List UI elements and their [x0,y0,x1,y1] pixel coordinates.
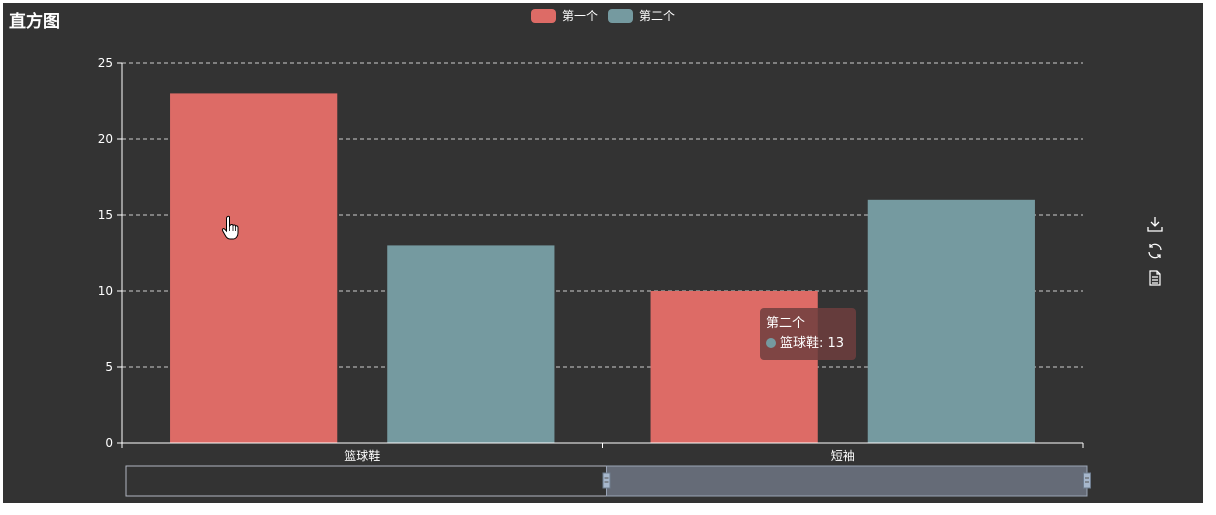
bar [867,199,1035,443]
bars [170,93,1035,444]
download-icon[interactable] [1146,215,1164,233]
legend-label-series-1: 第一个 [562,9,599,23]
tooltip: 第二个 篮球鞋: 13 [760,308,856,360]
tooltip-row: 篮球鞋: 13 [766,334,850,354]
datazoom-end-handle [1083,472,1091,489]
tooltip-marker [766,338,776,348]
datazoom-start-handle [602,472,611,489]
data-view-icon[interactable] [1146,269,1164,287]
legend-item-series-2[interactable]: 第二个 [608,7,675,24]
datazoom-slider[interactable] [125,465,1091,497]
legend: 第一个 第二个 [531,7,675,24]
tooltip-value: 13 [827,336,845,351]
refresh-icon[interactable] [1146,242,1164,260]
chart-container: 直方图 第一个 第二个 0 5 10 15 20 25 篮球鞋 短袖 第二个 篮球鞋: 13 [3,3,1203,503]
y-tick-label: 5 [105,360,113,374]
legend-item-series-1[interactable]: 第一个 [531,7,598,24]
y-tick-label: 20 [98,132,113,146]
hand-cursor-icon [221,215,239,240]
bar [387,245,555,443]
y-tick-label: 25 [98,56,113,70]
bar [170,93,338,444]
x-tick-label: 短袖 [831,448,855,463]
datazoom-window [606,465,1088,497]
tooltip-series-name: 第二个 [766,316,806,331]
x-tick-label: 篮球鞋 [344,448,380,463]
tooltip-category: 篮球鞋 [780,336,820,351]
chart-title: 直方图 [9,12,60,32]
y-tick-label: 10 [98,284,113,298]
legend-swatch-series-2 [608,8,634,23]
legend-swatch-series-1 [531,8,556,23]
y-tick-label: 15 [98,208,113,222]
y-tick-label: 0 [105,436,113,450]
legend-label-series-2: 第二个 [639,9,676,23]
toolbox [1146,215,1170,296]
